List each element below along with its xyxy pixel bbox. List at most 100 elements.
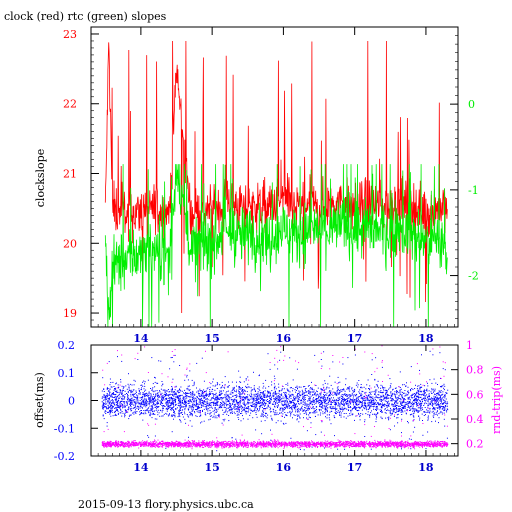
data-point-offset <box>324 412 326 413</box>
data-point-offset <box>142 404 144 406</box>
data-point-offset <box>334 393 336 395</box>
data-point-offset <box>115 399 117 401</box>
data-point-offset <box>311 407 313 409</box>
data-point-offset <box>141 401 143 403</box>
data-point-offset <box>304 404 306 406</box>
data-point-offset <box>236 406 238 408</box>
data-point-offset <box>439 406 440 408</box>
data-point-rnd-trip <box>180 447 181 449</box>
data-point-offset <box>399 410 401 412</box>
data-point-offset <box>345 402 347 404</box>
data-point-rnd-trip <box>367 443 369 445</box>
data-point-offset <box>134 406 136 408</box>
data-point-offset <box>262 392 264 394</box>
data-point-offset <box>162 408 164 410</box>
data-point-offset <box>378 397 380 399</box>
data-point-offset <box>189 411 191 413</box>
data-point-offset <box>255 406 257 408</box>
data-point-offset <box>107 401 109 403</box>
data-point-offset <box>365 397 367 399</box>
data-point-offset <box>193 399 195 401</box>
data-point-offset <box>321 365 323 367</box>
data-point-offset <box>123 398 125 400</box>
data-point-offset <box>108 398 110 400</box>
data-point-offset <box>228 410 230 412</box>
data-point-offset <box>326 410 328 412</box>
data-point-rnd-trip <box>237 441 238 443</box>
data-point-offset <box>244 403 246 405</box>
data-point-offset <box>343 405 345 406</box>
series-line-clock <box>104 40 448 314</box>
data-point-offset <box>271 419 273 421</box>
data-point-offset <box>258 388 260 390</box>
data-point-offset <box>334 402 336 403</box>
data-point-offset <box>227 399 229 401</box>
data-point-offset <box>356 398 358 399</box>
data-point-offset <box>119 394 120 396</box>
data-point-offset <box>192 409 194 411</box>
data-point-offset <box>414 402 416 403</box>
data-point-offset <box>346 401 348 403</box>
data-point-offset <box>215 384 217 386</box>
data-point-offset <box>358 409 360 411</box>
data-point-offset <box>385 396 387 398</box>
data-point-offset <box>187 379 189 381</box>
data-point-offset <box>441 385 443 387</box>
data-point-offset <box>267 353 269 355</box>
data-point-rnd-trip <box>185 446 187 448</box>
data-point-offset <box>275 396 277 398</box>
data-point-offset <box>111 408 113 410</box>
data-point-offset <box>164 399 166 401</box>
data-point-offset <box>343 388 345 390</box>
data-point-offset <box>124 390 126 392</box>
data-point-offset <box>115 387 117 389</box>
data-point-offset <box>103 405 105 407</box>
data-point-offset <box>361 394 363 396</box>
data-point-offset <box>247 394 249 396</box>
data-point-offset <box>336 394 338 396</box>
data-point-offset <box>439 407 441 409</box>
data-point-offset <box>387 401 389 403</box>
data-point-offset <box>202 391 203 392</box>
data-point-offset <box>178 411 180 413</box>
data-point-offset <box>191 408 193 410</box>
data-point-offset <box>436 394 438 396</box>
data-point-offset <box>109 413 111 415</box>
data-point-offset <box>306 430 308 432</box>
data-point-offset <box>122 412 124 414</box>
data-point-rnd-trip <box>339 440 340 442</box>
data-point-rnd-trip <box>353 446 355 447</box>
data-point-rnd-trip <box>203 447 205 448</box>
data-point-offset <box>178 398 180 400</box>
data-point-offset <box>115 394 117 396</box>
data-point-offset <box>134 380 136 382</box>
data-point-offset <box>179 419 181 421</box>
data-point-offset <box>383 405 385 407</box>
data-point-offset <box>415 400 417 402</box>
data-point-offset <box>226 394 228 396</box>
data-point-offset <box>421 394 423 396</box>
data-point-offset <box>285 405 287 407</box>
data-point-offset <box>442 368 444 370</box>
data-point-offset <box>173 412 175 413</box>
data-point-offset <box>255 429 257 431</box>
data-point-offset <box>332 394 334 396</box>
data-point-offset <box>439 412 441 414</box>
data-point-offset <box>417 395 419 397</box>
data-point-offset <box>113 389 115 391</box>
data-point-offset <box>428 404 430 406</box>
data-point-offset <box>247 403 249 405</box>
data-point-offset <box>295 398 297 400</box>
data-point-offset <box>236 401 238 403</box>
data-point-offset <box>146 400 148 402</box>
data-point-offset <box>108 397 110 399</box>
data-point-offset <box>148 398 150 400</box>
data-point-offset <box>412 407 414 409</box>
data-point-offset <box>143 401 145 403</box>
data-point-offset <box>216 417 218 419</box>
data-point-offset <box>386 405 388 406</box>
data-point-offset <box>153 413 155 415</box>
data-point-rnd-trip <box>218 416 220 418</box>
data-point-offset <box>240 400 242 402</box>
data-point-offset <box>243 408 245 410</box>
